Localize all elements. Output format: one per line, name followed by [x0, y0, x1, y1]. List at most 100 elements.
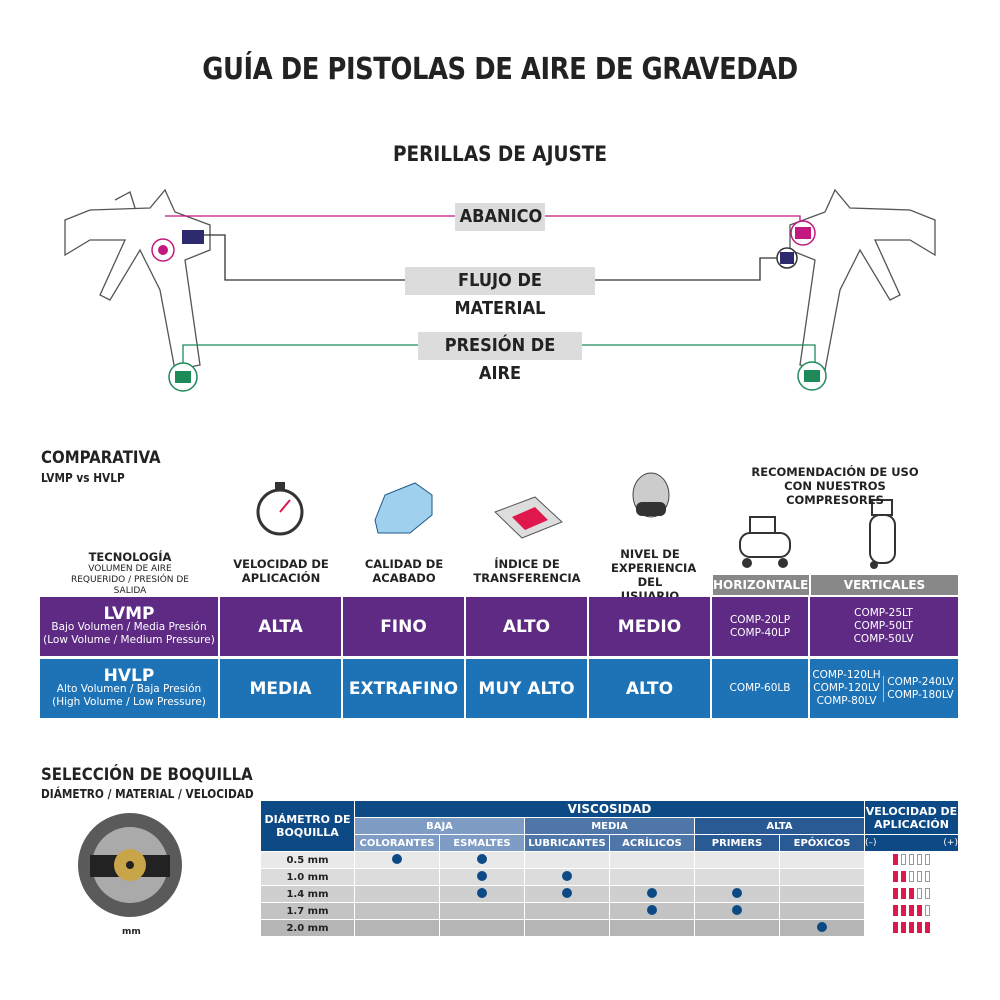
- column-header: ÍNDICE DE TRANSFERENCIA: [473, 557, 581, 585]
- comparison-table: LVMP Bajo Volumen / Media Presión (Low Vol…: [40, 597, 958, 721]
- technology-header: TECNOLOGÍA VOLUMEN DE AIRE REQUERIDO / PR…: [70, 550, 189, 596]
- speed-header: VELOCIDAD DE APLICACIÓN: [864, 800, 959, 835]
- speed-bar: [901, 922, 906, 934]
- technology-name: HVLP: [103, 665, 155, 686]
- horizontal-header: HORIZONTALES: [713, 575, 817, 595]
- nozzle-row: 2.0 mm: [260, 919, 959, 937]
- speed-bar: [909, 854, 914, 866]
- speed-bar: [893, 905, 898, 917]
- viscosity-group: ALTA: [694, 817, 865, 835]
- nozzle-row: 1.0 mm: [260, 868, 959, 886]
- horizontal-models: COMP-20LP COMP-40LP: [712, 597, 810, 656]
- suitable-dot-icon: [392, 853, 402, 864]
- horizontal-compressor-icon: [739, 516, 791, 568]
- nozzle-size: 2.0 mm: [260, 919, 355, 937]
- speed-bars: [864, 885, 959, 903]
- speed-bars: [864, 868, 959, 886]
- column-header: VELOCIDAD DE APLICACIÓN: [233, 557, 329, 585]
- technology-desc: Alto Volumen / Baja Presión: [56, 682, 202, 695]
- speed-bar: [925, 854, 930, 866]
- nozzle-row: 1.7 mm: [260, 902, 959, 920]
- suitable-dot-icon: [817, 921, 827, 932]
- material-header: EPÓXICOS: [779, 834, 865, 852]
- speed-bar: [909, 922, 914, 934]
- suitable-dot-icon: [477, 853, 487, 864]
- nozzle-row: 0.5 mm: [260, 851, 959, 869]
- speed-bars: [864, 851, 959, 869]
- left-spray-gun-icon: [64, 188, 211, 371]
- horizontal-models: COMP-60LB: [712, 659, 810, 718]
- fan-label: ABANICO: [455, 203, 545, 231]
- nozzle-size: 0.5 mm: [260, 851, 355, 869]
- material-header: ESMALTES: [439, 834, 525, 852]
- vertical-compressor-icon: [869, 499, 896, 569]
- speed-bar: [901, 854, 906, 866]
- suitable-dot-icon: [562, 887, 572, 898]
- speed-bar: [909, 888, 914, 900]
- suitable-dot-icon: [732, 887, 742, 898]
- right-spray-gun-icon: [789, 188, 936, 371]
- technology-desc-en: (Low Volume / Medium Pressure): [43, 633, 215, 646]
- comparison-row: HVLP Alto Volumen / Baja Presión (High Vol…: [40, 659, 958, 718]
- diameter-header: DIÁMETRO DE BOQUILLA: [260, 800, 355, 852]
- comparison-value: MEDIA: [220, 659, 343, 718]
- material-header: PRIMERS: [694, 834, 780, 852]
- comparison-value: ALTA: [220, 597, 343, 656]
- comparison-value: MUY ALTO: [466, 659, 589, 718]
- comparison-subheading: LVMP vs HVLP: [41, 471, 125, 485]
- minus-label: (–): [865, 838, 877, 848]
- spray-gun-diagram: [64, 188, 936, 392]
- speed-bar: [917, 922, 922, 934]
- speed-bar: [925, 888, 930, 900]
- speed-bar: [917, 871, 922, 883]
- knobs-heading: PERILLAS DE AJUSTE: [392, 142, 607, 166]
- stopwatch-icon: [256, 482, 304, 536]
- technology-desc: Bajo Volumen / Media Presión: [51, 620, 207, 633]
- material-header: ACRÍLICOS: [609, 834, 695, 852]
- comparison-heading: COMPARATIVA: [41, 448, 161, 468]
- flow-label: FLUJO DE MATERIAL: [405, 267, 595, 319]
- suitable-dot-icon: [732, 904, 742, 915]
- speed-bar: [893, 922, 898, 934]
- car-icon: [374, 482, 433, 534]
- material-header: COLORANTES: [354, 834, 440, 852]
- speed-bar: [909, 905, 914, 917]
- comparison-value: FINO: [343, 597, 466, 656]
- air-pressure-label: PRESIÓN DE AIRE: [418, 332, 582, 384]
- material-header: LUBRICANTES: [524, 834, 610, 852]
- speed-bar: [925, 871, 930, 883]
- comparison-row: LVMP Bajo Volumen / Media Presión (Low Vol…: [40, 597, 958, 656]
- speed-bar: [925, 922, 930, 934]
- suitable-dot-icon: [647, 904, 657, 915]
- suitable-dot-icon: [562, 870, 572, 881]
- speed-bar: [925, 905, 930, 917]
- speed-bar: [901, 905, 906, 917]
- comparison-value: MEDIO: [589, 597, 712, 656]
- column-header: CALIDAD DE ACABADO: [364, 557, 444, 585]
- speed-bar: [909, 871, 914, 883]
- vertical-header: VERTICALES: [811, 575, 958, 595]
- speed-bar: [917, 905, 922, 917]
- transfer-icon: [494, 496, 563, 539]
- nozzle-size: 1.7 mm: [260, 902, 355, 920]
- recommendation-header: RECOMENDACIÓN DE USO CON NUESTROS COMPRE…: [751, 465, 919, 507]
- technology-desc-en: (High Volume / Low Pressure): [52, 695, 206, 708]
- speed-bar: [917, 854, 922, 866]
- nozzle-table: DIÁMETRO DE BOQUILLA VISCOSIDAD VELOCIDAD …: [260, 800, 959, 937]
- technology-name: LVMP: [103, 603, 155, 624]
- plus-label: (+): [943, 838, 958, 848]
- suitable-dot-icon: [477, 887, 487, 898]
- speed-bar: [893, 854, 898, 866]
- speed-bars: [864, 902, 959, 920]
- viscosity-group: BAJA: [354, 817, 525, 835]
- nozzle-unit-label: mm: [122, 927, 141, 937]
- speed-bars: [864, 919, 959, 937]
- viscosity-group: MEDIA: [524, 817, 695, 835]
- viscosity-header: VISCOSIDAD: [354, 800, 865, 818]
- nozzle-row: 1.4 mm: [260, 885, 959, 903]
- speed-bar: [917, 888, 922, 900]
- speed-bar: [901, 871, 906, 883]
- nozzle-icon: [78, 813, 182, 917]
- page-title: GUÍA DE PISTOLAS DE AIRE DE GRAVEDAD: [202, 52, 798, 87]
- comparison-value: ALTO: [466, 597, 589, 656]
